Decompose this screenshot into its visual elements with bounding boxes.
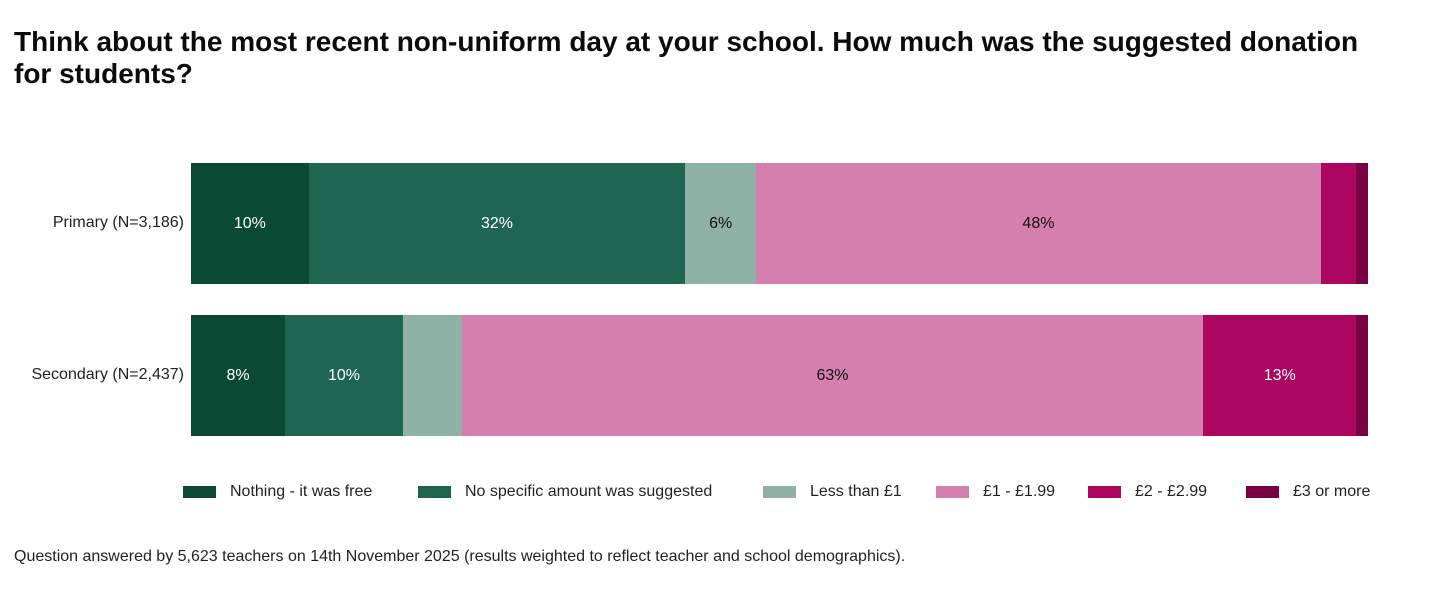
legend-label: £3 or more <box>1293 483 1371 500</box>
legend-label: Less than £1 <box>810 483 902 500</box>
legend-label: £1 - £1.99 <box>983 483 1056 500</box>
legend-swatch <box>418 486 451 498</box>
legend-item: Less than £1 <box>763 483 902 500</box>
data-label: 63% <box>816 366 849 384</box>
bar-segment <box>191 163 309 284</box>
bar-segment <box>402 315 462 436</box>
footnote: Question answered by 5,623 teachers on 1… <box>14 548 906 565</box>
legend-label: Nothing - it was free <box>230 483 373 500</box>
bar-segment <box>1320 163 1357 284</box>
data-label: 8% <box>226 366 250 384</box>
bar-segment <box>285 315 403 436</box>
legend-swatch <box>936 486 969 498</box>
chart-title: Think about the most recent non-uniform … <box>14 26 1359 89</box>
legend-item: £2 - £2.99 <box>1088 483 1208 500</box>
data-label: 48% <box>1022 214 1055 232</box>
legend-swatch <box>1088 486 1121 498</box>
legend-label: No specific amount was suggested <box>465 483 713 500</box>
data-label: 6% <box>709 214 733 232</box>
category-label: Secondary (N=2,437) <box>31 365 184 383</box>
bar-segment <box>191 315 286 436</box>
bar-segment <box>308 163 686 284</box>
bar-segment <box>1356 315 1368 436</box>
bar-segment <box>685 163 756 284</box>
legend-swatch <box>1246 486 1279 498</box>
data-label: 13% <box>1263 366 1296 384</box>
data-label: 10% <box>327 366 361 384</box>
data-label: 10% <box>233 214 266 232</box>
bar-segment <box>755 163 1321 284</box>
bar-segment <box>1203 315 1357 436</box>
legend-item: £3 or more <box>1246 483 1371 500</box>
bar-segment <box>461 315 1204 436</box>
category-label: Primary (N=3,186) <box>52 213 184 231</box>
legend-item: No specific amount was suggested <box>418 483 713 500</box>
legend-swatch <box>763 486 796 498</box>
legend-swatch <box>183 486 216 498</box>
data-label: 32% <box>481 214 514 232</box>
bar-segment <box>1356 163 1368 284</box>
legend-item: £1 - £1.99 <box>936 483 1056 500</box>
legend-item: Nothing - it was free <box>183 483 373 500</box>
legend-label: £2 - £2.99 <box>1135 483 1208 500</box>
